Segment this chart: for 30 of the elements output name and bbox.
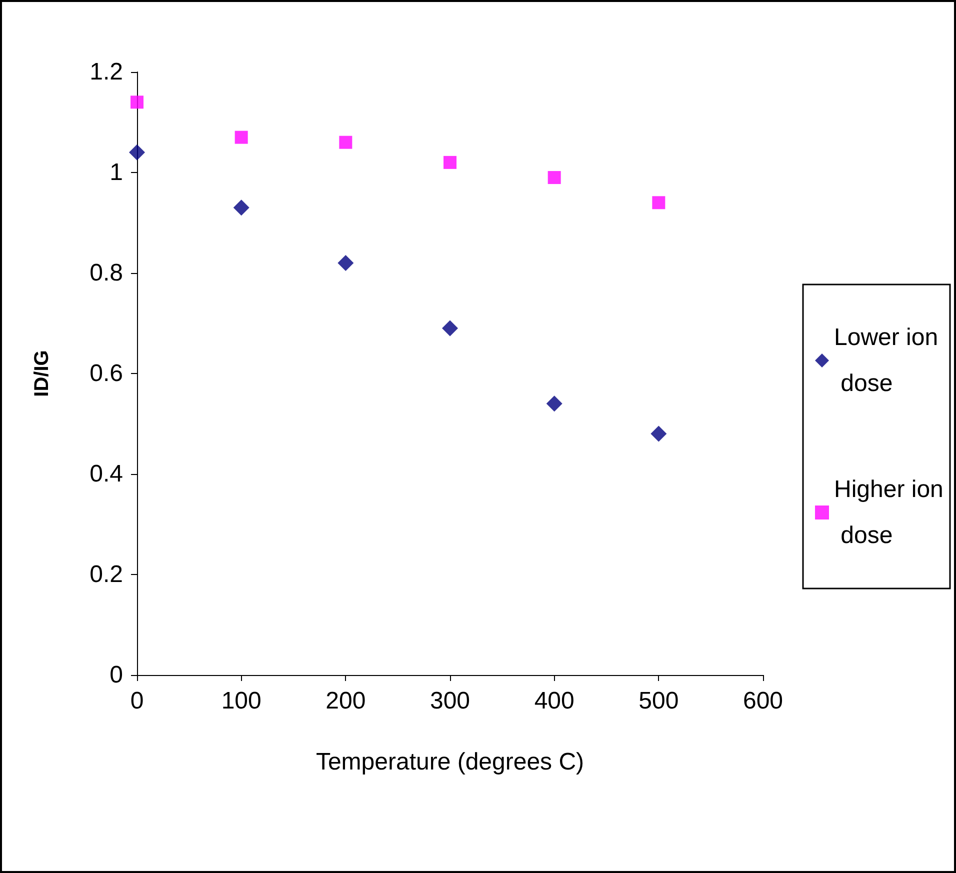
point (129, 144, 145, 160)
legend-label: Lower ion dose (834, 324, 938, 397)
point (650, 426, 667, 442)
x-tick-label: 500 (638, 688, 679, 714)
x-tick-label: 0 (130, 688, 144, 714)
legend-label: Higher ion dose (834, 476, 944, 549)
point (233, 200, 250, 216)
point (652, 196, 666, 210)
y-tick-label: 1.2 (90, 58, 123, 86)
y-tick-label: 0.6 (90, 360, 123, 387)
point (338, 254, 354, 271)
point (546, 396, 562, 412)
point (442, 320, 458, 336)
point (444, 156, 456, 169)
point (130, 96, 144, 109)
y-tick-label: 0.2 (90, 561, 123, 588)
y-tick-label: 0 (110, 662, 123, 688)
y-tick-label: 0.8 (90, 260, 123, 286)
x-tick-label: 100 (221, 688, 262, 714)
x-tick-label: 200 (326, 688, 366, 714)
point (339, 136, 352, 149)
x-axis-title: Temperature (degrees C) (316, 748, 584, 776)
x-tick-label: 300 (430, 688, 470, 714)
y-axis-title: ID/IG (31, 350, 53, 397)
point (234, 130, 248, 144)
x-tick-label: 400 (534, 688, 574, 714)
y-tick-label: 1 (110, 159, 123, 186)
y-tick-label: 0.4 (90, 460, 123, 488)
x-tick-label: 600 (742, 688, 784, 714)
point (548, 171, 561, 184)
